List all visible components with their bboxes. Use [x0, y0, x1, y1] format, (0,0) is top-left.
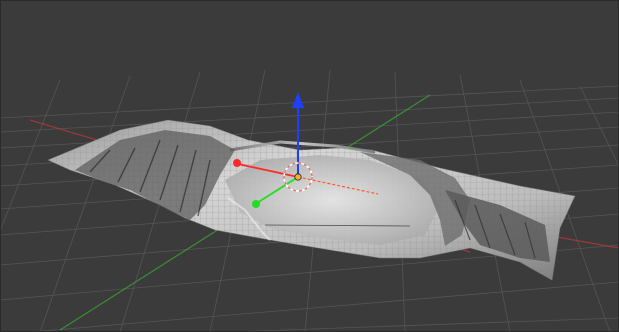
bound-line [264, 224, 411, 227]
transform-gizmo[interactable] [233, 92, 379, 208]
gizmo-y-axis[interactable] [256, 176, 299, 204]
gizmo-x-handle[interactable] [233, 159, 241, 167]
object-origin [294, 173, 302, 181]
gizmo-x-axis-extension [297, 176, 379, 195]
3d-cursor-dash [283, 162, 313, 192]
terrain-mesh[interactable] [47, 119, 576, 281]
gizmo-z-handle[interactable] [292, 92, 304, 108]
gizmo-x-axis[interactable] [237, 163, 299, 178]
gizmo-y-handle[interactable] [252, 200, 260, 208]
